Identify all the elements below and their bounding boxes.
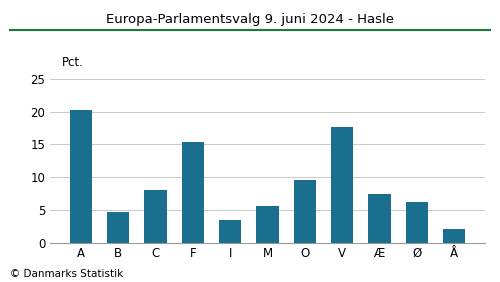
Bar — [256, 206, 278, 243]
Bar — [107, 212, 130, 243]
Bar — [331, 127, 353, 243]
Bar — [406, 202, 428, 243]
Text: Pct.: Pct. — [62, 56, 84, 69]
Text: © Danmarks Statistik: © Danmarks Statistik — [10, 269, 123, 279]
Bar — [368, 194, 390, 243]
Bar — [182, 142, 204, 243]
Bar — [443, 229, 465, 243]
Bar — [144, 190, 167, 243]
Bar — [219, 220, 242, 243]
Bar — [294, 180, 316, 243]
Text: Europa-Parlamentsvalg 9. juni 2024 - Hasle: Europa-Parlamentsvalg 9. juni 2024 - Has… — [106, 13, 394, 26]
Bar — [70, 110, 92, 243]
